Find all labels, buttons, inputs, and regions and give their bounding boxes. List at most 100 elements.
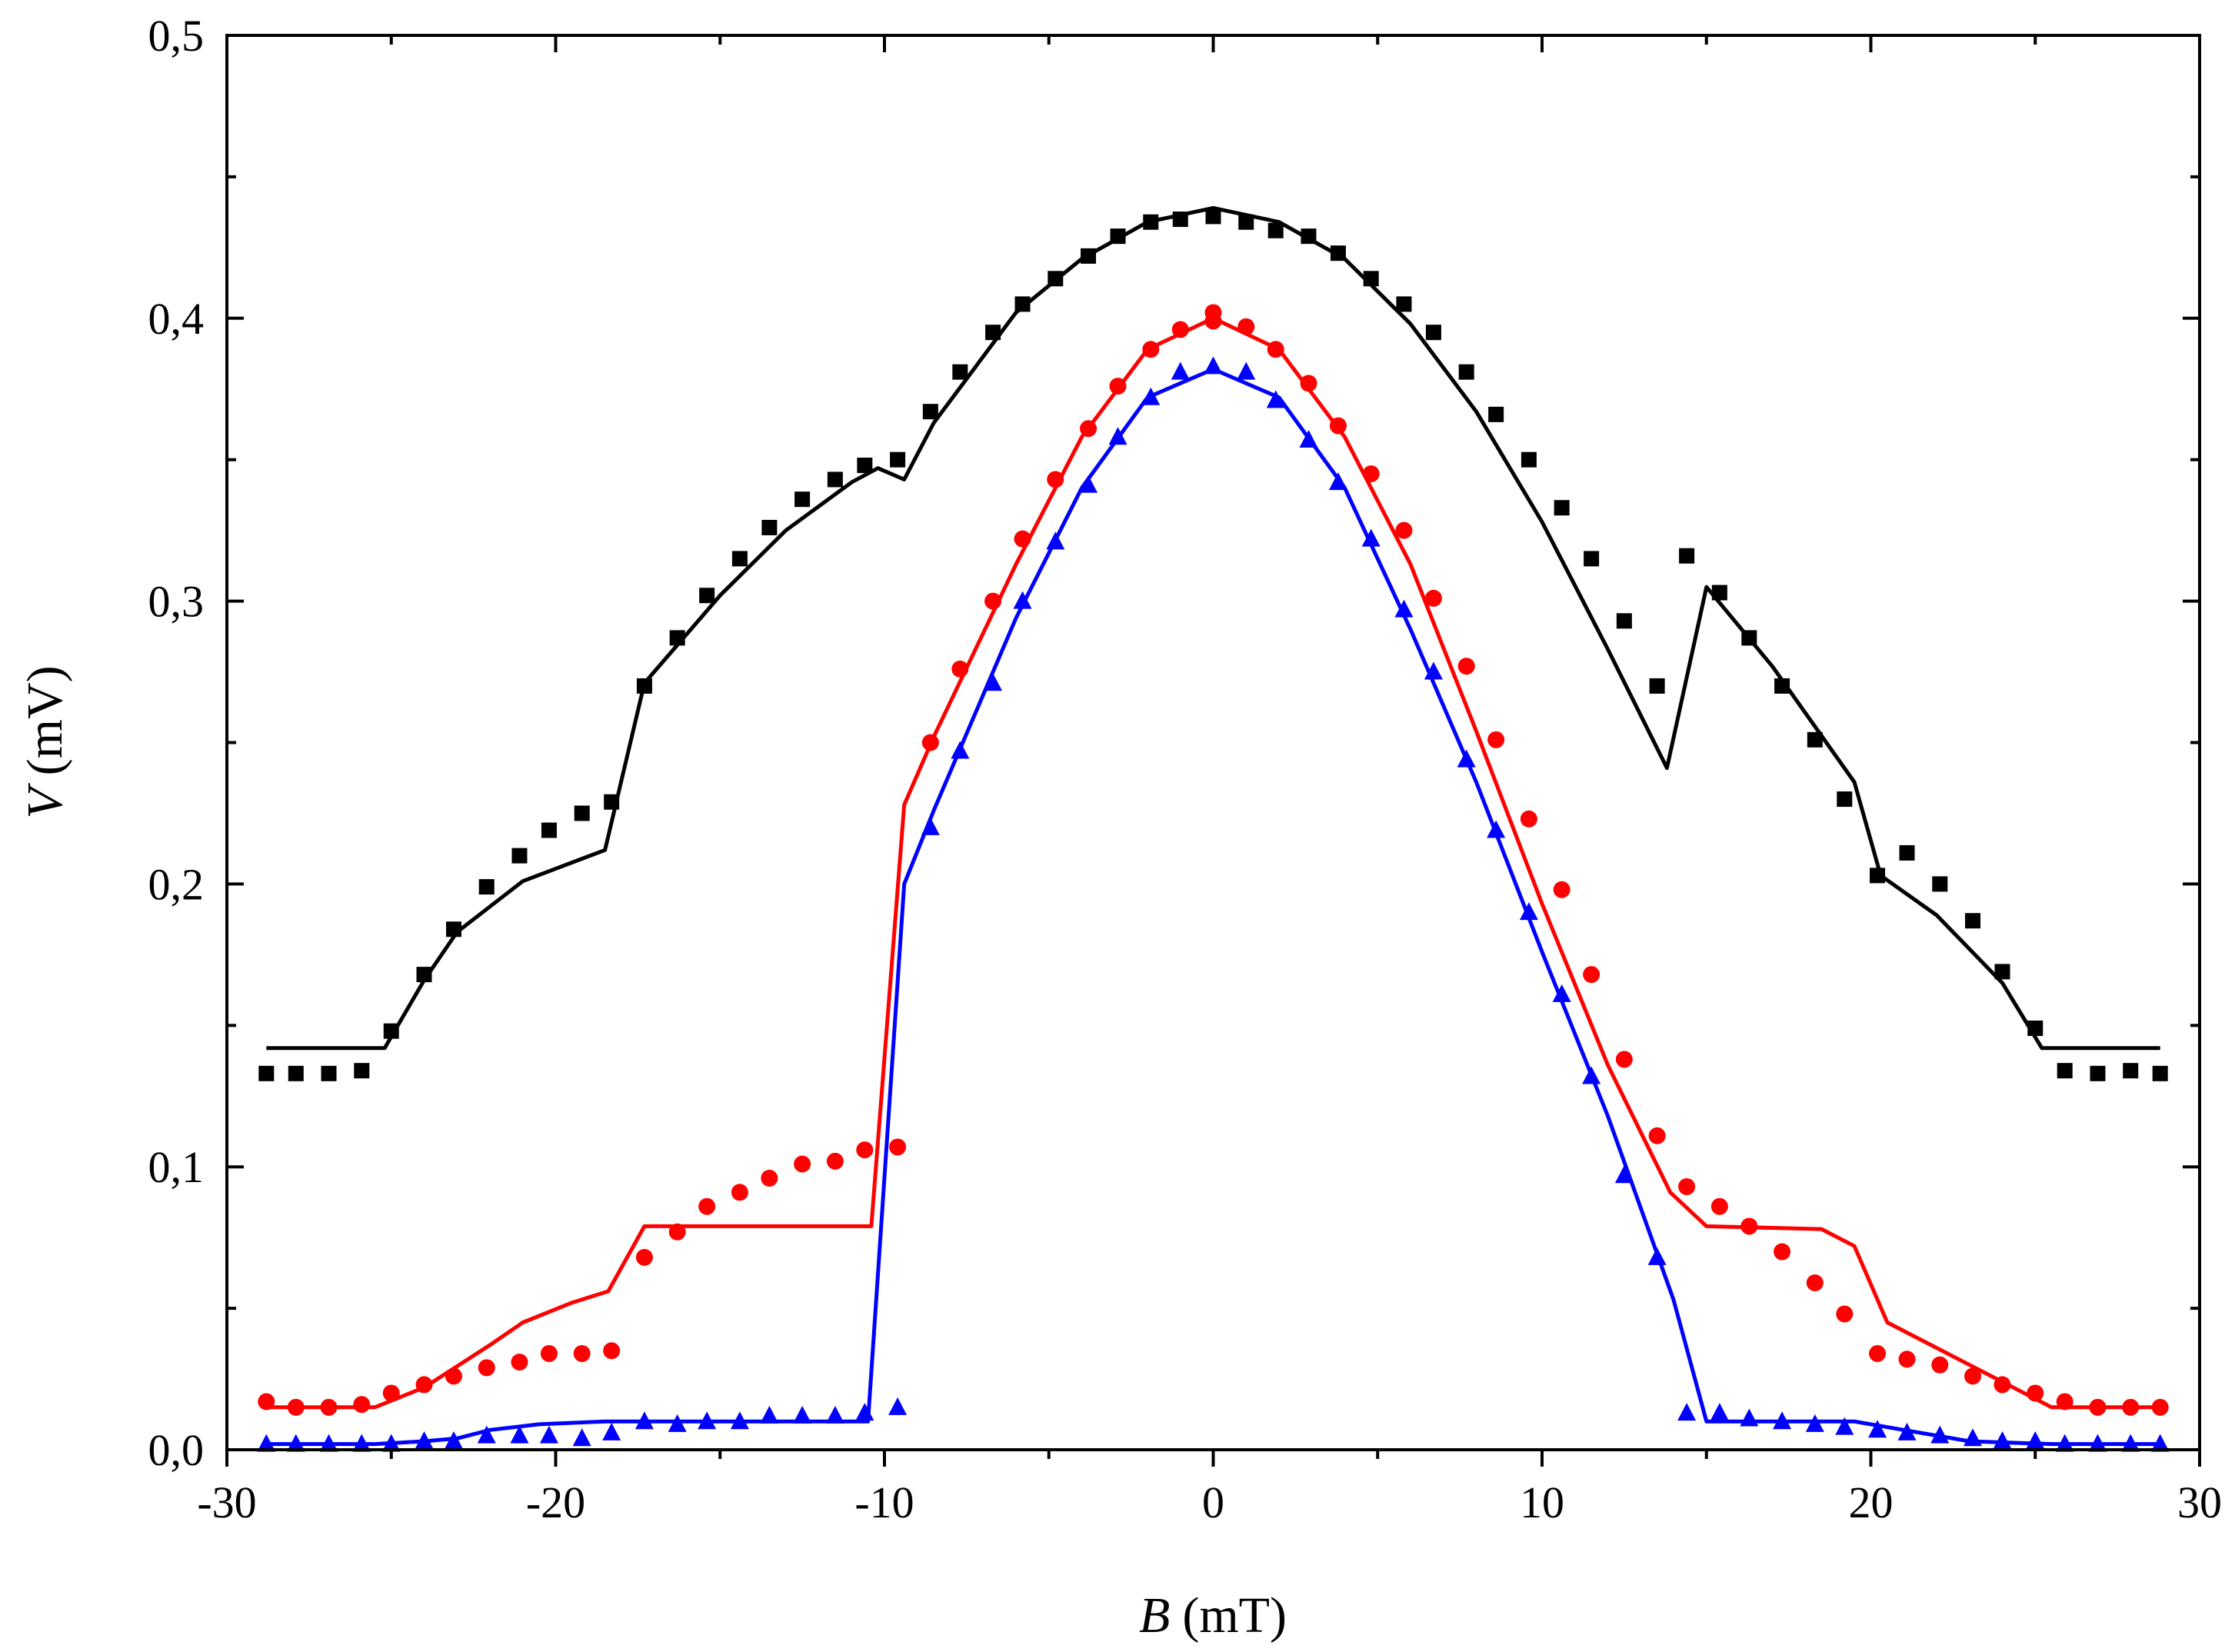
black-squares-point (574, 805, 590, 821)
black-squares-point (2090, 1065, 2106, 1081)
blue-triangles-point (921, 817, 940, 835)
black-squares-point (2152, 1065, 2168, 1081)
black-squares-point (1965, 913, 1981, 929)
black-squares-point (731, 551, 748, 567)
black-squares-point (1110, 228, 1126, 245)
x-tick-label: -30 (197, 1477, 256, 1527)
black-squares-point (1711, 585, 1727, 601)
blue-triangles-point (1582, 1066, 1601, 1084)
red-circles-point (1109, 378, 1127, 395)
red-circles-point (1395, 521, 1413, 539)
blue-triangles-point (2055, 1434, 2074, 1452)
black-squares-point (1521, 451, 1537, 468)
red-circles-point (415, 1376, 433, 1394)
red-circles-point (445, 1367, 462, 1385)
red-circles-point (382, 1384, 400, 1402)
blue-triangles-point (2150, 1434, 2170, 1452)
blue-triangles-point (1079, 475, 1098, 493)
black-squares-point (1837, 791, 1853, 808)
blue-triangles-point (1897, 1422, 1917, 1441)
red-circles-point (2027, 1384, 2044, 1402)
blue-triangles-point (539, 1425, 558, 1444)
red-circles-point (1171, 321, 1189, 338)
red-circles-point (1204, 304, 1222, 321)
blue-triangles-point (1677, 1403, 1697, 1421)
blue-triangles-point (1266, 390, 1285, 408)
red-circles-point (1898, 1351, 1916, 1368)
blue-triangles-point (1237, 361, 1256, 380)
red-circles-point (1047, 471, 1064, 488)
red-circles-point (603, 1342, 621, 1360)
blue-triangles-point (572, 1428, 591, 1447)
black-squares-point (1363, 271, 1379, 287)
red-circles-point (984, 592, 1002, 610)
black-squares-point (1301, 228, 1317, 245)
tick-labels: -30 -20 -10 0 10 20 30 0,0 0,1 0,2 0,3 0,4 0,5 (148, 11, 2223, 1527)
black-squares-point (985, 325, 1001, 341)
black-squares-point (1014, 296, 1031, 312)
blue-triangles-point (2121, 1434, 2140, 1452)
red-circles-point (2056, 1393, 2073, 1411)
x-tick-label: -20 (526, 1477, 585, 1527)
black-squares-point (1267, 222, 1284, 238)
blue-triangles-point (730, 1411, 749, 1430)
blue-triangles-point (381, 1434, 401, 1452)
black-squares-point (321, 1065, 337, 1081)
black-squares-point (478, 879, 495, 895)
x-tick-label: -10 (854, 1477, 914, 1527)
black-squares-point (1458, 364, 1474, 380)
black-squares-point (857, 458, 873, 474)
red-circles-point (635, 1248, 653, 1266)
blue-triangles-point (2088, 1434, 2107, 1452)
blue-triangles-point (1868, 1420, 1887, 1438)
red-circles-point (287, 1398, 305, 1416)
red-circles-point (1648, 1127, 1666, 1144)
black-squares-point (1870, 868, 1886, 884)
red-circles-point (1994, 1376, 2011, 1394)
red-circles-point (2122, 1398, 2140, 1416)
black-squares-point (511, 848, 528, 864)
red-circles-point (1237, 318, 1255, 335)
red-circles-point (511, 1353, 528, 1371)
red-circles-point (668, 1223, 686, 1241)
black-squares-fit-line (266, 205, 2160, 1051)
blue-triangles-point (1964, 1428, 1983, 1447)
red-circles-point (794, 1155, 811, 1173)
black-squares-point (2057, 1063, 2073, 1079)
blue-triangles-point (1930, 1425, 1950, 1444)
black-squares-point (258, 1065, 275, 1081)
blue-triangles-point (1328, 472, 1347, 491)
blue-triangles-point (415, 1431, 434, 1449)
black-squares-point (1048, 271, 1064, 287)
blue-triangles-point (793, 1405, 812, 1424)
red-circles-point (1869, 1344, 1887, 1362)
red-circles-point (1806, 1274, 1824, 1291)
red-circles-point (1267, 341, 1284, 358)
black-squares-point (1172, 211, 1188, 228)
blue-triangles-point (1647, 1247, 1667, 1265)
red-circles-point (761, 1169, 778, 1187)
black-squares-point (1679, 548, 1695, 564)
blue-triangles-point (1457, 749, 1476, 768)
blue-triangles-point (1361, 528, 1381, 547)
red-circles-point (478, 1359, 495, 1377)
blue-triangles-point (1710, 1403, 1729, 1421)
blue-triangles-point (1394, 599, 1414, 618)
red-circles-point (1300, 375, 1317, 392)
blue-triangles-point (1552, 984, 1571, 1002)
y-tick-label: 0,1 (148, 1142, 205, 1192)
black-squares-point (1899, 844, 1915, 861)
black-squares-point (2027, 1020, 2043, 1036)
red-circles-point (1487, 731, 1505, 748)
black-squares-point (541, 822, 557, 838)
red-circles-point (1457, 658, 1475, 675)
blue-triangles-point (984, 673, 1003, 691)
black-squares-point (383, 1023, 399, 1039)
red-circles-point (1964, 1367, 1982, 1385)
black-squares-point (1932, 876, 1948, 892)
blue-triangles-point (888, 1397, 908, 1415)
blue-triangles-point (1740, 1408, 1759, 1427)
red-circles-point (1329, 417, 1347, 435)
red-circles-point (320, 1398, 338, 1416)
x-axis-symbol: B (1139, 1587, 1170, 1644)
